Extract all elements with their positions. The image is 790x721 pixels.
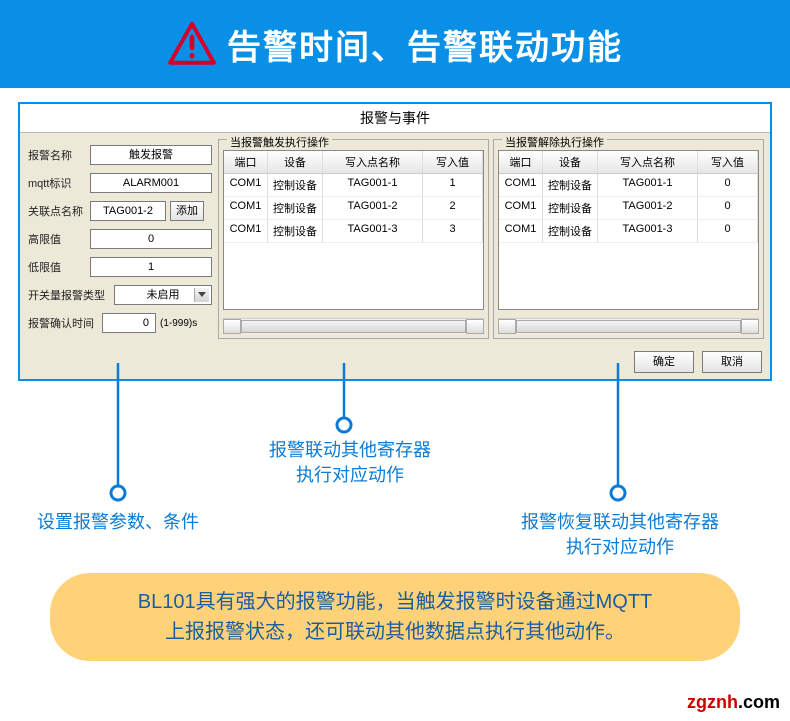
trigger-scrollbar[interactable] (223, 318, 484, 334)
lowlimit-label: 低限值 (28, 259, 90, 275)
annotation-left: 设置报警参数、条件 (18, 510, 218, 535)
highlimit-input[interactable]: 0 (90, 229, 212, 249)
mqtt-input[interactable]: ALARM001 (90, 173, 212, 193)
clear-scrollbar[interactable] (498, 318, 759, 334)
switchtype-label: 开关量报警类型 (28, 287, 114, 303)
cancel-button[interactable]: 取消 (702, 351, 762, 373)
table-row[interactable]: COM1控制设备TAG001-33 (224, 220, 483, 243)
trigger-panel: 当报警触发执行操作 端口 设备 写入点名称 写入值 COM1控制设备TAG001… (218, 139, 489, 339)
chevron-down-icon (198, 292, 206, 297)
highlimit-label: 高限值 (28, 231, 90, 247)
annotation-mid: 报警联动其他寄存器 执行对应动作 (240, 438, 460, 488)
annotation-right: 报警恢复联动其他寄存器 执行对应动作 (480, 510, 760, 560)
trigger-panel-title: 当报警触发执行操作 (227, 134, 332, 150)
link-point-label: 关联点名称 (28, 203, 90, 219)
add-button[interactable]: 添加 (170, 201, 204, 221)
confirm-time-input[interactable]: 0 (102, 313, 156, 333)
lowlimit-input[interactable]: 1 (90, 257, 212, 277)
table-row[interactable]: COM1控制设备TAG001-22 (224, 197, 483, 220)
clear-panel: 当报警解除执行操作 端口 设备 写入点名称 写入值 COM1控制设备TAG001… (493, 139, 764, 339)
watermark: zgznh.com (687, 692, 780, 713)
table-row[interactable]: COM1控制设备TAG001-20 (499, 197, 758, 220)
trigger-grid: 端口 设备 写入点名称 写入值 COM1控制设备TAG001-11COM1控制设… (223, 150, 484, 310)
clear-grid-header: 端口 设备 写入点名称 写入值 (499, 151, 758, 174)
table-row[interactable]: COM1控制设备TAG001-30 (499, 220, 758, 243)
trigger-grid-header: 端口 设备 写入点名称 写入值 (224, 151, 483, 174)
table-row[interactable]: COM1控制设备TAG001-10 (499, 174, 758, 197)
banner-title: 告警时间、告警联动功能 (227, 20, 623, 69)
ok-button[interactable]: 确定 (634, 351, 694, 373)
alarm-name-input[interactable]: 触发报警 (90, 145, 212, 165)
switchtype-select[interactable]: 未启用 (114, 285, 212, 305)
dialog-title: 报警与事件 (20, 104, 770, 133)
clear-panel-title: 当报警解除执行操作 (502, 134, 607, 150)
clear-grid: 端口 设备 写入点名称 写入值 COM1控制设备TAG001-10COM1控制设… (498, 150, 759, 310)
mqtt-label: mqtt标识 (28, 175, 90, 191)
description-banner: BL101具有强大的报警功能，当触发报警时设备通过MQTT 上报报警状态，还可联… (50, 573, 740, 661)
warning-icon (167, 19, 217, 69)
confirm-unit: (1-999)s (156, 318, 197, 329)
link-point-input[interactable]: TAG001-2 (90, 201, 166, 221)
alarm-name-label: 报警名称 (28, 147, 90, 163)
table-row[interactable]: COM1控制设备TAG001-11 (224, 174, 483, 197)
alarm-dialog: 报警与事件 报警名称 触发报警 mqtt标识 ALARM001 关联点名称 TA… (18, 102, 772, 381)
confirm-time-label: 报警确认时间 (28, 315, 102, 331)
top-banner: 告警时间、告警联动功能 (0, 0, 790, 88)
form-panel: 报警名称 触发报警 mqtt标识 ALARM001 关联点名称 TAG001-2… (26, 139, 214, 339)
